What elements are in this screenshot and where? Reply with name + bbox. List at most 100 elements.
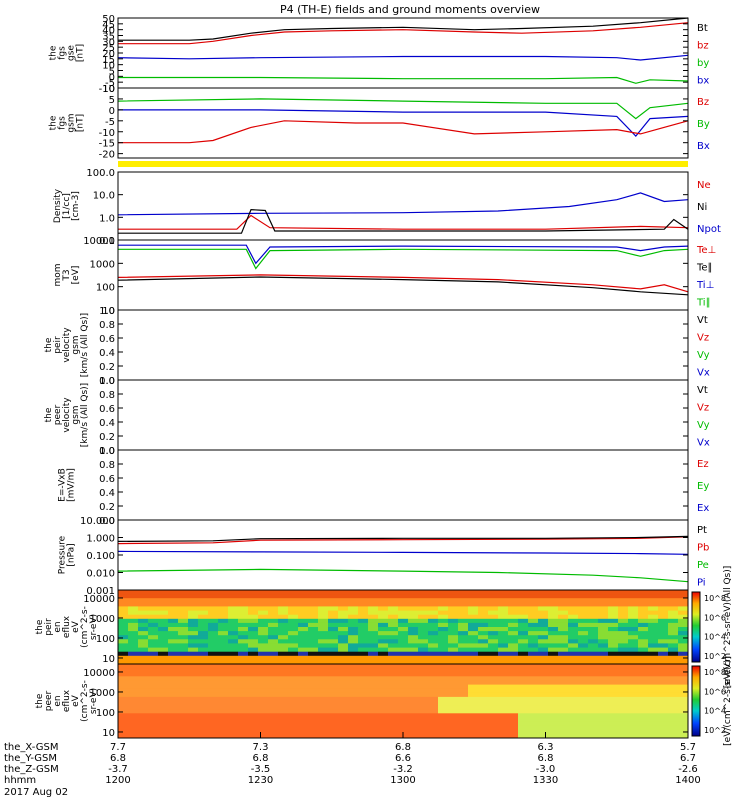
ytick-label: 0.4 [99,418,115,429]
axis-row-value: 1330 [533,775,558,786]
ytick-label: 1000 [90,688,115,699]
ytick-label: 10 [102,728,115,739]
ytick-label: 0.8 [99,320,115,331]
ytick-label: 45 [102,20,115,31]
axis-row-value: 6.6 [395,753,411,764]
ylabel: the fgs gse [nT] [49,44,86,62]
legend-Vz: Vz [697,332,709,343]
ytick-label: 1000 [90,614,115,625]
ytick-label: 100 [96,283,115,294]
ytick-label: 0.4 [99,348,115,359]
axis-row-label: the_Y-GSM [4,753,57,764]
ylabel: Pressure [nPa] [58,535,77,574]
series-bz [118,22,689,45]
ytick-label: 1.0 [99,446,115,457]
ylabel-line: fgs [58,116,68,130]
ylabel: the peir velocity gsm [km/s (All Qs)] [44,313,90,377]
axis-row-value: 6.3 [538,742,554,753]
colorbar-tick: 10^8 [704,668,726,677]
ylabel-line: the [49,45,59,60]
ylabel-line: en [53,695,63,706]
colorbar-tick: 10^6 [704,613,726,622]
ytick-label: 0.2 [99,432,115,443]
legend-By: By [697,119,710,130]
ytick-label: 0 [109,72,115,83]
series-bx [118,76,689,84]
legend-Pt: Pt [697,525,707,536]
series-by [117,54,689,61]
colorbar [691,665,701,737]
colorbar [691,591,701,663]
series-Ti⊥ [118,244,689,265]
ytick-label: 0.0 [99,376,115,387]
ytick-label: -5 [105,117,115,128]
ylabel-line: velocity [62,327,72,363]
panel-peer_velocity: 0.0 0.2 0.4 0.6 0.8 1.0 the peer velocity gsm [km/… [44,376,710,457]
figure-title: P4 (TH-E) fields and ground moments over… [280,3,540,16]
series-Pe [117,568,689,583]
series-Ne [118,214,689,230]
ylabel-line: the [49,115,59,130]
ytick-label: 0.1 [99,236,115,247]
ylabel: Density [1/cc] [cm-3] [53,188,81,223]
panel-efield: 0.0 0.2 0.4 0.6 0.8 1.0 E=-VxB [mV/m] Ez Ey Ex [58,446,710,527]
series-Pb [117,536,689,545]
colorbar-tick: 10^2 [704,652,726,661]
ytick-label: 20 [102,49,115,60]
ytick-label: 30 [102,37,115,48]
legend-Bz: Bz [697,97,709,108]
ytick-label: 0.010 [86,569,115,580]
ytick-label: 1.0 [99,213,115,224]
legend-Ez: Ez [697,459,709,470]
legend-Pb: Pb [697,542,709,553]
ylabel-line: [km/s (All Qs)] [80,383,90,447]
ytick-label: 1.0 [99,376,115,387]
flag-bar [118,161,688,167]
axis-row-value: 6.8 [538,753,554,764]
ylabel-line: peir [44,618,54,636]
axis-row-value: 6.8 [110,753,126,764]
ytick-label: 35 [102,32,115,43]
panel-density: 0.1 1.0 10.0 100.0 Density [1/cc] [cm-3] Ne Ni Np… [53,168,721,247]
ytick-label: 1.0 [99,306,115,317]
legend-Bx: Bx [697,141,710,152]
legend-Ti∥: Ti∥ [696,297,711,308]
ylabel-line: the [35,693,45,708]
legend-Vt: Vt [697,385,708,396]
ytick-label: 50 [102,14,115,25]
ytick-label: 10000 [83,594,115,605]
panel-temperature: 10 100 1000 10000 mom T3 [eV] Te⊥ Te∥ Ti⊥ Ti∥ [53,236,716,317]
ylabel-line: the [35,619,45,634]
legend-Vx: Vx [697,367,710,378]
colorbar-tick: 10^2 [704,726,726,735]
legend-Vt: Vt [697,315,708,326]
ylabel-line: [cm-3] [71,191,81,221]
series-Te∥ [117,276,689,296]
ytick-label: 10.0 [93,191,115,202]
legend-Ti⊥: Ti⊥ [696,280,714,291]
ylabel-line: Pressure [58,535,68,574]
ylabel-line: [eV] [71,266,81,285]
ylabel-line: the [44,407,54,422]
axis-row-value: 1300 [390,775,415,786]
ytick-label: -15 [99,139,115,150]
ylabel: the peir en eflux eV (cm^2-s-sr-eV) [35,606,99,648]
ytick-label: 100 [96,708,115,719]
ylabel-line: [nT] [76,114,86,132]
ylabel: E=-VxB [mV/m] [58,468,77,502]
legend-bz: bz [697,40,709,51]
series-Bt [118,17,689,41]
ylabel: the peer en eflux eV (cm^2-s-sr-eV) [35,680,99,722]
ylabel-line: fgs [58,46,68,60]
ytick-label: 5 [109,95,115,106]
ytick-label: 0.6 [99,334,115,345]
ytick-label: 10.000 [80,516,115,527]
ytick-label: 10 [102,654,115,665]
legend-Te∥: Te∥ [696,262,713,273]
spectrogram-cells [118,664,688,738]
ylabel-line: (cm^2-s- [80,606,90,648]
series-Ni [118,208,689,234]
